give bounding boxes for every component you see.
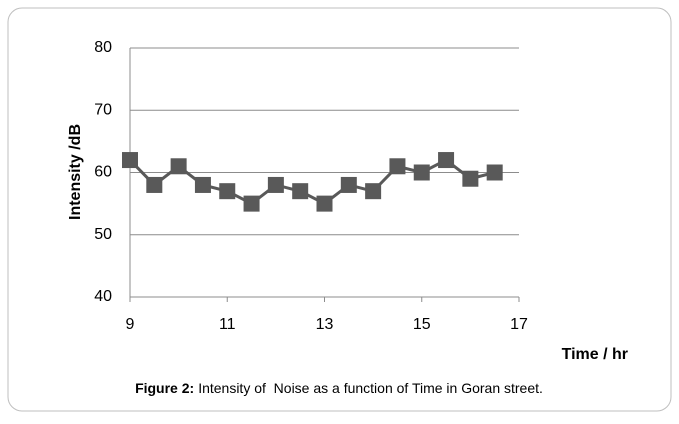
- marker: [219, 183, 236, 200]
- marker: [389, 158, 406, 175]
- marker: [340, 176, 357, 193]
- marker: [438, 152, 455, 169]
- x-tick-label: 15: [413, 316, 431, 333]
- plot: 40 50 60 70 80 9 11 13 15 17: [94, 39, 528, 333]
- marker: [292, 183, 309, 200]
- figure-border: [7, 7, 672, 412]
- marker: [170, 158, 187, 175]
- marker: [122, 152, 138, 169]
- marker: [316, 195, 333, 212]
- x-tick-label: 9: [126, 316, 135, 333]
- x-tick-label: 11: [219, 316, 236, 333]
- y-axis-title: Intensity /dB: [67, 124, 84, 220]
- x-tick-label: 13: [316, 316, 334, 333]
- marker: [194, 176, 211, 193]
- y-tick-label: 50: [94, 226, 112, 243]
- x-axis-title: Time / hr: [562, 346, 628, 363]
- caption-label: Figure 2:: [135, 380, 194, 396]
- caption-text: Intensity of Noise as a function of Time…: [198, 380, 543, 396]
- marker: [365, 183, 382, 200]
- marker: [267, 176, 284, 193]
- marker: [486, 164, 503, 181]
- series-line: [128, 158, 496, 206]
- y-tick-label: 80: [94, 39, 112, 56]
- marker: [413, 164, 430, 181]
- y-tick-label: 40: [94, 288, 112, 305]
- x-tick-label: 17: [510, 316, 528, 333]
- caption: Figure 2: Intensity of Noise as a functio…: [135, 380, 543, 396]
- marker: [462, 170, 479, 187]
- marker: [146, 176, 163, 193]
- y-tick-label: 60: [94, 164, 112, 181]
- marker: [243, 195, 260, 212]
- y-tick-label: 70: [94, 101, 112, 118]
